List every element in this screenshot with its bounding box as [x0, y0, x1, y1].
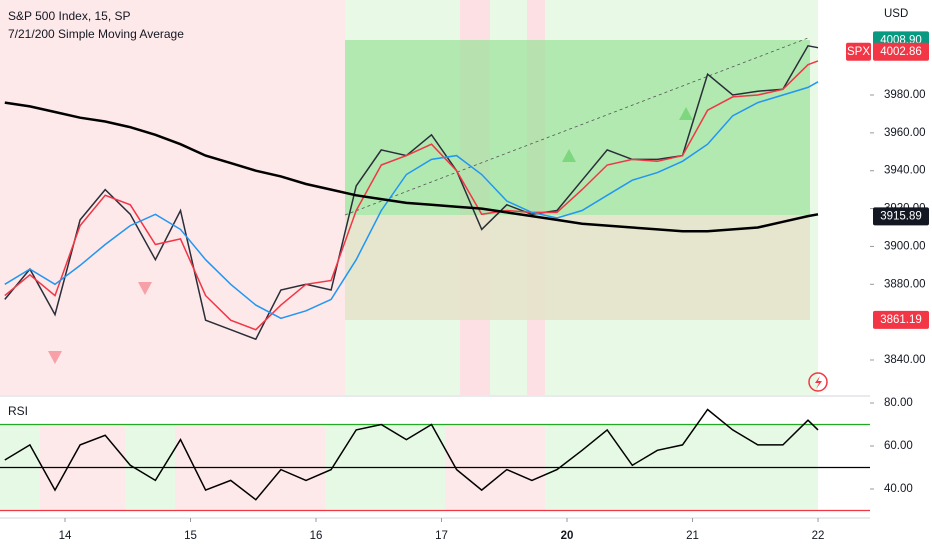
series-line: [4, 60, 819, 331]
price-badge: [873, 42, 929, 61]
symbol-badge-label: SPX: [847, 46, 870, 58]
chart-title: S&P 500 Index, 15, SP: [8, 9, 131, 23]
series-line: [4, 408, 819, 501]
price-badge: [873, 310, 929, 329]
y-tick-label: 3960.00: [884, 127, 926, 139]
series-line: [4, 81, 819, 320]
y-tick-label: 60.00: [884, 440, 913, 452]
x-tick-label: 21: [686, 530, 699, 542]
y-tick-label: 3840.00: [884, 354, 926, 366]
price-badge-label: 4002.86: [880, 46, 922, 58]
chart-subtitle: 7/21/200 Simple Moving Average: [8, 27, 184, 41]
x-tick-label: 20: [561, 530, 574, 542]
backgrounds: [0, 0, 870, 519]
series-line: [4, 101, 819, 233]
price-badge: [873, 207, 929, 226]
rsi-title: RSI: [8, 404, 28, 418]
x-tick-label: 16: [310, 530, 323, 542]
x-tick-label: 15: [184, 530, 197, 542]
currency-label: USD: [884, 8, 908, 20]
y-tick-label: 3980.00: [884, 89, 926, 101]
y-tick-label: 3900.00: [884, 240, 926, 252]
x-tick-label: 14: [59, 530, 72, 542]
x-tick-label: 22: [812, 530, 825, 542]
y-tick-label: 80.00: [884, 397, 913, 409]
y-tick-label: 40.00: [884, 483, 913, 495]
price-badge-label: 3861.19: [880, 314, 922, 326]
y-tick-label: 3940.00: [884, 165, 926, 177]
price-badge-label: 3915.89: [880, 210, 922, 222]
y-tick-label: 3880.00: [884, 278, 926, 290]
x-tick-label: 17: [435, 530, 448, 542]
symbol-badge: [846, 42, 871, 61]
series-line: [4, 44, 819, 341]
